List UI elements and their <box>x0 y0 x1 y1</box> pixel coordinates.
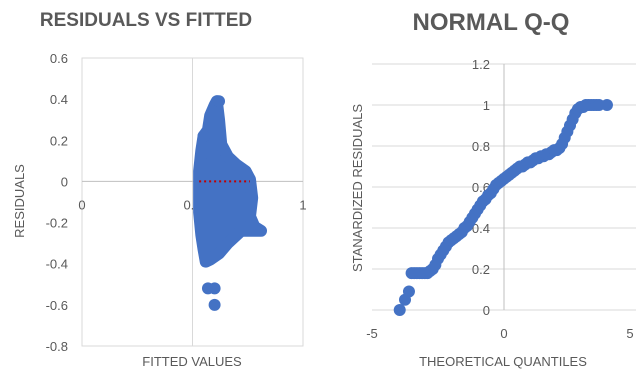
left-gridlines <box>82 58 303 346</box>
qq-points <box>393 99 613 316</box>
right-x-tick: 0 <box>500 326 507 341</box>
right-chart-title: NORMAL Q-Q <box>413 9 570 36</box>
residual-point <box>208 282 221 295</box>
right-y-tick-labels: 1.2 1 0.8 0.6 0.4 0.2 0 <box>472 57 490 318</box>
left-y-tick: -0.6 <box>46 298 68 313</box>
right-y-tick: 0.4 <box>472 221 490 236</box>
left-y-tick-labels: 0.6 0.4 0.2 0 -0.2 -0.4 -0.6 -0.8 <box>46 51 68 354</box>
left-y-tick: 0.4 <box>50 92 68 107</box>
left-x-tick-labels: 0 0.5 1 <box>78 197 306 212</box>
residual-point <box>208 298 221 311</box>
residuals-vs-fitted-chart: RESIDUALS VS FITTED 0.6 0.4 0.2 0 -0.2 -… <box>12 10 307 369</box>
normal-qq-chart: NORMAL Q-Q 1.2 1 0.8 0.6 0.4 0.2 0 -5 0 … <box>350 9 636 369</box>
left-x-tick: 0 <box>78 197 85 212</box>
left-y-tick: 0.2 <box>50 133 68 148</box>
right-y-axis-label: STANARDIZED RESIDUALS <box>350 104 365 272</box>
left-y-tick: -0.8 <box>46 339 68 354</box>
left-y-tick: 0.6 <box>50 51 68 66</box>
right-x-tick: -5 <box>366 326 378 341</box>
qq-point <box>402 285 415 298</box>
qq-point <box>600 99 613 111</box>
right-y-tick: 1.2 <box>472 57 490 72</box>
right-x-tick-labels: -5 0 5 <box>366 326 633 341</box>
right-y-tick: 0.8 <box>472 139 490 154</box>
right-x-axis-label: THEORETICAL QUANTILES <box>419 354 587 369</box>
residual-point <box>197 130 210 143</box>
left-x-tick: 1 <box>299 197 306 212</box>
left-y-tick: -0.2 <box>46 216 68 231</box>
residual-point <box>213 95 226 108</box>
left-x-axis-label: FITTED VALUES <box>142 354 242 369</box>
left-y-tick: 0 <box>61 174 68 189</box>
left-chart-title: RESIDUALS VS FITTED <box>40 10 252 31</box>
left-residual-points <box>193 95 268 311</box>
right-x-tick: 5 <box>626 326 633 341</box>
right-y-tick: 0.2 <box>472 262 490 277</box>
qq-point <box>393 304 406 316</box>
left-y-axis-label: RESIDUALS <box>12 164 27 238</box>
right-y-tick: 1 <box>483 98 490 113</box>
right-y-tick: 0 <box>483 303 490 318</box>
left-y-tick: -0.4 <box>46 257 68 272</box>
